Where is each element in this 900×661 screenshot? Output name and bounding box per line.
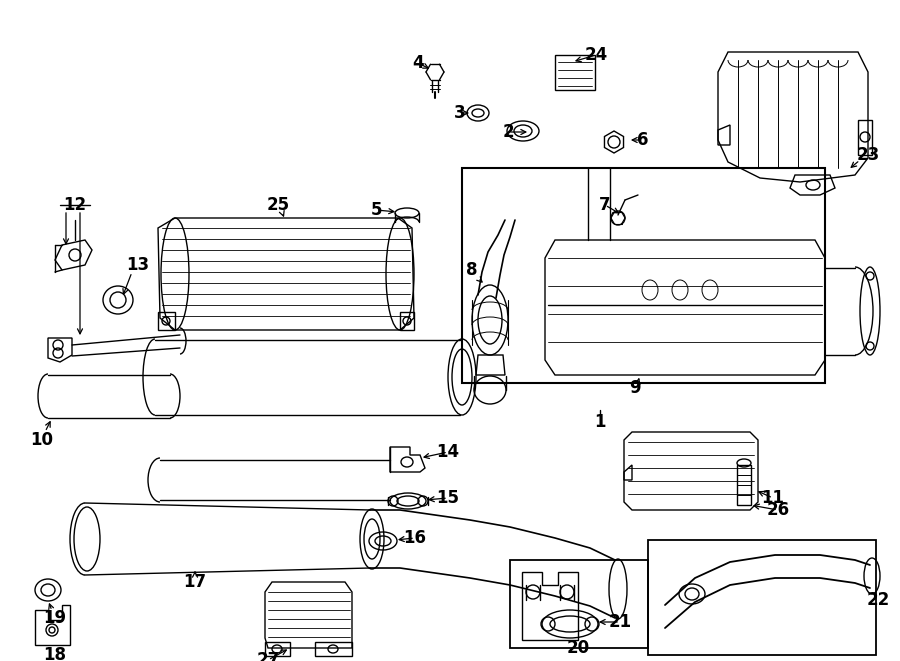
Text: 11: 11: [761, 489, 785, 507]
Bar: [555, 55, 595, 90]
Text: 25: 25: [266, 196, 290, 214]
Text: 16: 16: [403, 529, 427, 547]
Text: 8: 8: [466, 261, 478, 279]
Bar: [510, 560, 648, 648]
Bar: [648, 540, 876, 655]
Text: 23: 23: [857, 146, 879, 164]
Text: 21: 21: [608, 613, 632, 631]
Text: 4: 4: [412, 54, 424, 72]
Text: 7: 7: [599, 196, 611, 214]
Text: 27: 27: [256, 651, 280, 661]
Text: 9: 9: [629, 379, 641, 397]
Bar: [737, 465, 751, 505]
Text: 24: 24: [584, 46, 608, 64]
Text: 5: 5: [370, 201, 382, 219]
Text: 1: 1: [594, 413, 606, 431]
Text: 15: 15: [436, 489, 460, 507]
Text: 19: 19: [43, 609, 67, 627]
Text: 6: 6: [637, 131, 649, 149]
Text: 26: 26: [767, 501, 789, 519]
Text: 12: 12: [63, 196, 86, 214]
Text: 13: 13: [126, 256, 149, 274]
Text: 2: 2: [502, 123, 514, 141]
Text: 3: 3: [454, 104, 466, 122]
Text: 14: 14: [436, 443, 460, 461]
Text: 20: 20: [566, 639, 590, 657]
Text: 10: 10: [31, 431, 53, 449]
Bar: [462, 168, 825, 383]
Text: 17: 17: [184, 573, 207, 591]
Text: 18: 18: [43, 646, 67, 661]
Text: 22: 22: [867, 591, 889, 609]
